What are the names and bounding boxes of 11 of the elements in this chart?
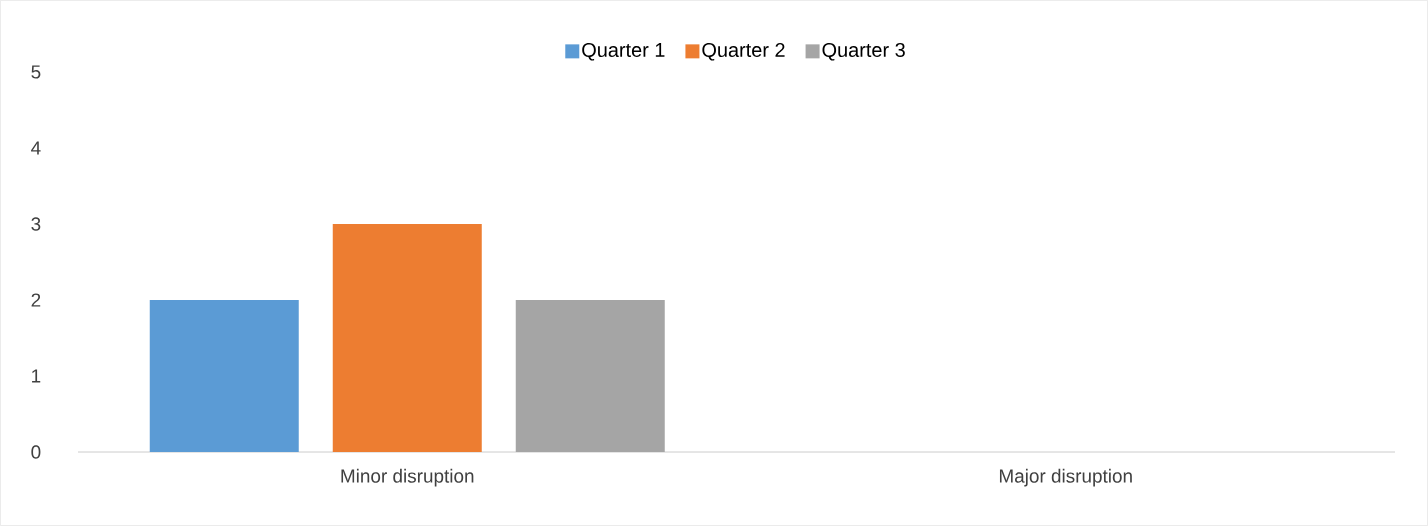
legend-label: Quarter 3 (822, 42, 905, 61)
y-tick-label: 5 (31, 65, 41, 79)
y-tick-label: 3 (31, 217, 41, 231)
x-tick-label: Minor disruption (341, 468, 474, 487)
legend-label: Quarter 1 (582, 42, 665, 61)
y-tick-label: 1 (32, 369, 41, 383)
x-tick-label: Major disruption (999, 468, 1132, 487)
legend-label: Quarter 2 (702, 42, 785, 61)
y-tick-label: 0 (31, 445, 41, 459)
y-tick-label: 2 (31, 293, 41, 307)
y-tick-label: 4 (31, 141, 41, 155)
